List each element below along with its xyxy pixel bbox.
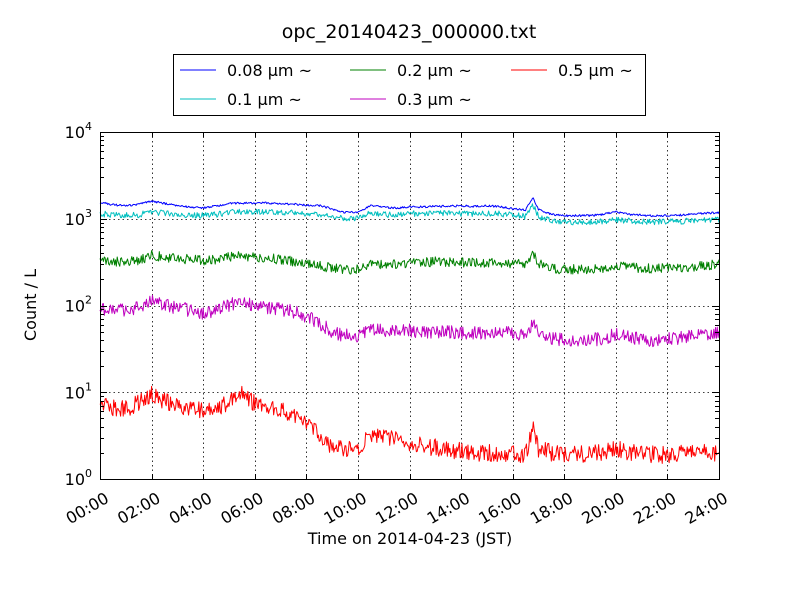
x-tick-label: 04:00 [166,488,215,528]
series-line-4 [99,294,720,348]
x-tick-label: 06:00 [217,488,266,528]
x-tick-label: 24:00 [682,488,731,528]
y-tick-label: 102 [65,294,92,316]
x-tick-labels: 00:00 02:00 04:00 06:00 08:00 10:00 12:00 14:00… [63,488,731,528]
x-tick-label: 18:00 [527,488,576,528]
legend-label-1: 0.08 μm ~ [227,61,312,80]
x-tick-label: 16:00 [475,488,524,528]
ticks [100,132,720,480]
y-tick-label: 101 [65,380,92,402]
chart-title: opc_20140423_000000.txt [282,21,537,43]
x-tick-label: 08:00 [269,488,318,528]
series-line-2 [99,203,720,226]
y-tick-label: 100 [65,467,92,489]
x-tick-label: 20:00 [578,488,627,528]
series-line-3 [99,250,720,275]
legend-label-5: 0.5 μm ~ [558,61,633,80]
series-line-1 [99,197,720,218]
x-tick-label: 10:00 [320,488,369,528]
y-tick-label: 104 [65,120,92,142]
series-line-5 [99,385,720,464]
x-tick-label: 00:00 [63,488,112,528]
y-axis-label: Count / L [21,269,40,341]
plot-area-frame [100,132,720,480]
series-layer [99,197,720,464]
legend-label-2: 0.1 μm ~ [227,90,302,109]
y-tick-labels: 100 101 102 103 104 [65,120,92,489]
grid [100,132,719,479]
x-tick-label: 12:00 [372,488,421,528]
legend-label-4: 0.3 μm ~ [397,90,472,109]
y-tick-label: 103 [65,207,92,229]
x-axis-label: Time on 2014-04-23 (JST) [307,529,512,548]
legend: 0.08 μm ~ 0.1 μm ~ 0.2 μm ~ 0.3 μm ~ 0.5 μm … [173,54,646,116]
legend-frame [173,54,646,116]
x-tick-label: 22:00 [630,488,679,528]
x-tick-label: 02:00 [114,488,163,528]
legend-label-3: 0.2 μm ~ [397,61,472,80]
x-tick-label: 14:00 [424,488,473,528]
